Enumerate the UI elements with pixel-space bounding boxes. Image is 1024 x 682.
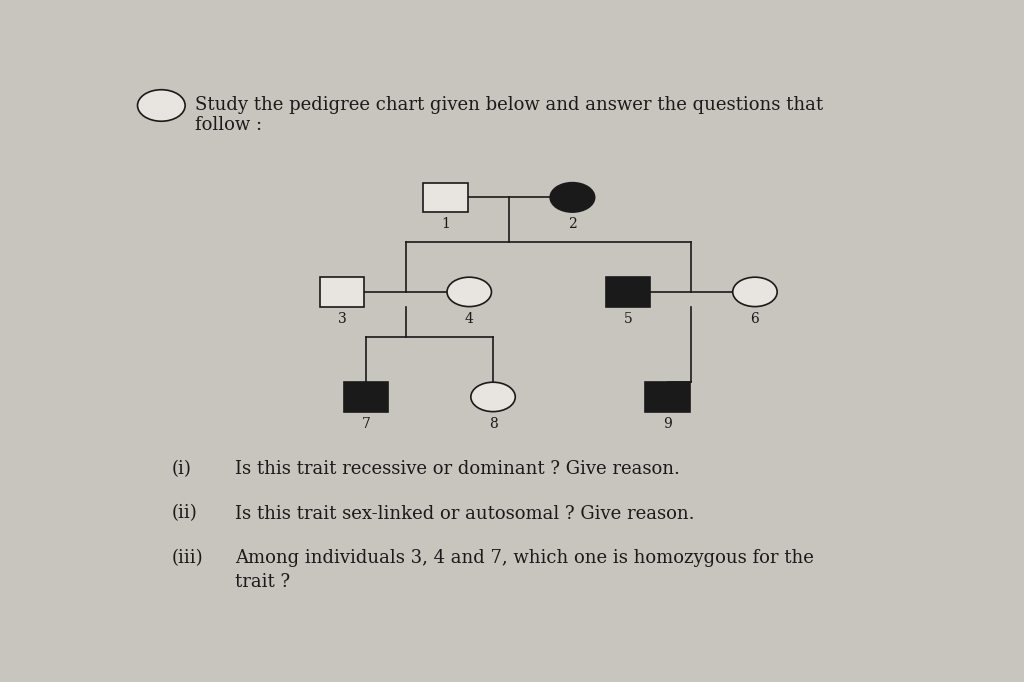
Bar [645,382,690,412]
Bar [606,277,650,307]
Circle shape [733,277,777,307]
Text: 5: 5 [624,312,633,326]
Text: follow :: follow : [196,116,262,134]
Text: Is this trait recessive or dominant ? Give reason.: Is this trait recessive or dominant ? Gi… [236,460,680,478]
Text: 3: 3 [338,312,347,326]
Circle shape [447,277,492,307]
Text: (ii): (ii) [172,505,198,522]
Text: Study the pedigree chart given below and answer the questions that: Study the pedigree chart given below and… [196,96,823,115]
Text: 4: 4 [465,312,474,326]
Text: trait ?: trait ? [236,573,290,591]
Circle shape [137,90,185,121]
Circle shape [550,183,595,212]
Text: 6: 6 [751,312,760,326]
Circle shape [471,382,515,412]
Bar [321,277,365,307]
Text: (i): (i) [172,460,191,478]
Text: 7: 7 [361,417,371,431]
Text: (iii): (iii) [172,549,204,567]
Text: 8: 8 [488,417,498,431]
Text: 9: 9 [664,417,672,431]
Bar [423,183,468,212]
Text: 2: 2 [568,218,577,231]
Text: 28.: 28. [150,98,173,113]
Text: 1: 1 [441,218,450,231]
Bar [344,382,388,412]
Text: Is this trait sex-linked or autosomal ? Give reason.: Is this trait sex-linked or autosomal ? … [236,505,694,522]
Text: Among individuals 3, 4 and 7, which one is homozygous for the: Among individuals 3, 4 and 7, which one … [236,549,814,567]
